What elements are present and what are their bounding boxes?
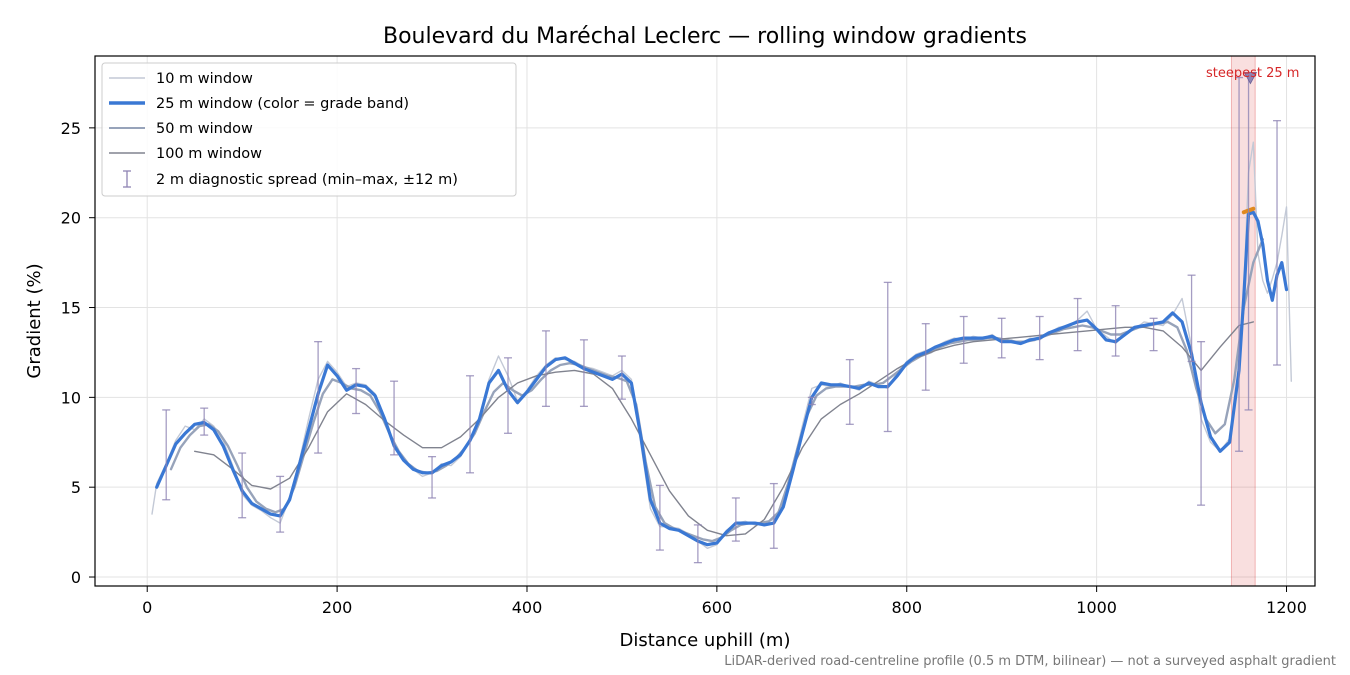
x-tick-label: 600 <box>702 598 733 617</box>
error-bar <box>162 409 171 501</box>
error-bar <box>428 455 437 499</box>
x-tick-label: 1000 <box>1076 598 1117 617</box>
chart-title: Boulevard du Maréchal Leclerc — rolling … <box>383 24 1027 49</box>
error-bar <box>503 357 512 434</box>
legend-box <box>101 62 517 197</box>
error-bar <box>1149 317 1158 352</box>
x-axis-ticks: 0 200 400 600 800 1000 1200 <box>142 586 1307 617</box>
error-bar <box>541 330 550 407</box>
grid-lines <box>95 56 1315 586</box>
error-bar <box>238 452 247 519</box>
footnote: LiDAR-derived road-centreline profile (0… <box>724 654 1336 669</box>
y-tick-label: 5 <box>71 478 81 497</box>
x-tick-label: 0 <box>142 598 152 617</box>
x-tick-label: 200 <box>322 598 353 617</box>
error-bar <box>997 317 1006 359</box>
error-bar <box>731 497 740 542</box>
y-tick-label: 20 <box>61 209 81 228</box>
error-bar <box>807 396 816 406</box>
error-bar <box>390 380 399 456</box>
y-tick-label: 0 <box>71 568 81 587</box>
x-tick-label: 1200 <box>1266 598 1307 617</box>
series-line-50m <box>169 238 1264 543</box>
x-tick-label: 800 <box>891 598 922 617</box>
series-line-25m <box>155 210 1289 547</box>
plot-frame <box>94 55 1316 587</box>
error-bar <box>352 367 361 415</box>
error-bar <box>845 358 854 425</box>
legend-swatch-error-bar <box>123 170 131 188</box>
error-bar <box>1235 76 1244 452</box>
error-bar <box>1073 297 1082 352</box>
error-bar <box>921 323 930 391</box>
y-axis-label: Gradient (%) <box>24 263 45 378</box>
legend: 10 m window 25 m window (color = grade b… <box>101 62 517 197</box>
y-tick-label: 15 <box>61 299 81 318</box>
error-bar <box>1197 341 1206 506</box>
error-bar <box>200 407 209 436</box>
error-bar <box>1035 315 1044 361</box>
error-bar <box>959 315 968 364</box>
legend-label-10m: 10 m window <box>156 71 253 87</box>
y-tick-label: 25 <box>61 119 81 138</box>
steepest-annotation: steepest 25 m <box>1206 66 1299 81</box>
legend-label-error-bars: 2 m diagnostic spread (min–max, ±12 m) <box>156 172 458 188</box>
error-bar <box>769 482 778 549</box>
error-bar <box>314 341 323 454</box>
error-bar <box>617 355 626 400</box>
y-axis-ticks: 0 5 10 15 20 25 <box>61 119 95 587</box>
error-bar <box>1111 305 1120 357</box>
steepest-marker <box>1243 72 1258 85</box>
x-tick-label: 400 <box>512 598 543 617</box>
legend-label-50m: 50 m window <box>156 121 253 137</box>
x-axis-label: Distance uphill (m) <box>620 630 791 651</box>
steepest-marker-group <box>1243 72 1258 85</box>
legend-label-100m: 100 m window <box>156 146 262 162</box>
error-bar <box>883 281 892 433</box>
error-bar <box>655 484 664 551</box>
legend-label-25m: 25 m window (color = grade band) <box>156 96 409 112</box>
y-tick-label: 10 <box>61 388 81 407</box>
error-bar <box>1187 274 1196 363</box>
error-bar <box>579 339 588 407</box>
series-line-100m <box>194 321 1254 537</box>
diagnostic-error-bars <box>162 75 1282 564</box>
error-bar <box>1273 120 1282 366</box>
error-bar <box>276 475 285 533</box>
error-bar <box>693 524 702 564</box>
error-bar <box>466 375 475 474</box>
series-lines <box>151 141 1292 549</box>
